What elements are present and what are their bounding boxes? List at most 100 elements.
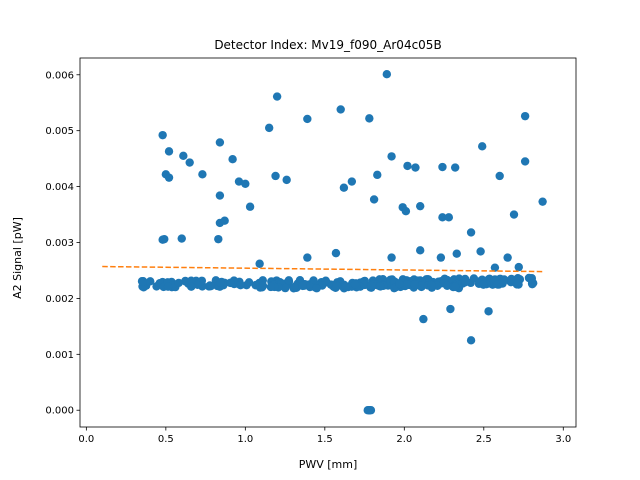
data-point xyxy=(255,259,264,268)
data-point xyxy=(258,281,268,291)
data-point xyxy=(498,277,508,286)
data-point xyxy=(158,235,167,244)
data-point xyxy=(376,282,385,291)
y-tick-label: 0.000 xyxy=(45,406,74,417)
data-point xyxy=(484,307,493,316)
data-point xyxy=(272,92,282,101)
data-point xyxy=(284,276,294,285)
data-point xyxy=(410,280,419,289)
chart-title: Detector Index: Mv19_f090_Ar04c05B xyxy=(214,38,441,52)
data-point xyxy=(281,283,290,293)
data-point xyxy=(264,123,274,133)
data-point xyxy=(490,263,500,272)
data-point xyxy=(241,179,250,188)
data-point xyxy=(332,282,341,291)
y-tick-label: 0.002 xyxy=(45,294,74,305)
data-point xyxy=(450,163,460,172)
data-point xyxy=(303,114,312,124)
data-point xyxy=(312,284,321,293)
data-point xyxy=(271,171,280,181)
data-point xyxy=(290,283,299,292)
data-point xyxy=(403,161,412,171)
data-point xyxy=(186,276,196,285)
data-point xyxy=(164,147,174,156)
x-tick-label: 1.5 xyxy=(317,434,333,445)
data-point xyxy=(436,253,446,262)
data-point xyxy=(226,278,235,288)
plot-area: 0.0 0.5 1.0 1.5 2.0 2.5 3.0 0.000 0.001 0.002 0.00… xyxy=(45,57,577,445)
y-tick-label: 0.006 xyxy=(45,70,74,81)
data-point xyxy=(215,138,225,147)
data-point xyxy=(366,406,376,415)
data-point xyxy=(216,278,225,287)
data-point xyxy=(163,282,173,291)
data-point xyxy=(244,278,254,287)
data-point xyxy=(214,234,223,244)
y-tick-label: 0.001 xyxy=(45,350,74,361)
data-point xyxy=(507,274,516,284)
data-point xyxy=(369,195,379,204)
data-point xyxy=(387,253,396,262)
data-point xyxy=(538,197,547,206)
data-point xyxy=(387,152,396,161)
data-point xyxy=(234,177,244,186)
data-point xyxy=(245,202,255,211)
fit-line xyxy=(102,265,543,273)
data-point xyxy=(520,111,530,121)
data-point xyxy=(401,206,411,216)
data-point xyxy=(193,280,202,290)
data-point xyxy=(198,170,207,179)
data-point xyxy=(365,114,374,123)
data-point xyxy=(416,246,425,255)
data-point xyxy=(187,282,196,291)
data-point xyxy=(164,173,174,182)
data-point xyxy=(341,282,350,291)
data-point xyxy=(527,279,537,288)
x-tick-label: 0.0 xyxy=(78,434,94,445)
data-point xyxy=(347,177,357,186)
data-point xyxy=(174,278,183,288)
data-point xyxy=(220,216,229,225)
data-point xyxy=(444,213,454,222)
data-point xyxy=(298,281,307,291)
x-tick-label: 2.0 xyxy=(396,434,412,445)
data-point xyxy=(367,281,376,290)
y-tick-label: 0.003 xyxy=(45,238,74,249)
data-point xyxy=(177,234,186,243)
data-point xyxy=(373,170,382,180)
data-point xyxy=(446,304,455,314)
data-point xyxy=(466,336,476,345)
data-point xyxy=(138,277,147,286)
data-point xyxy=(476,247,485,256)
data-point xyxy=(450,282,460,292)
y-axis-label: A2 Signal [pW] xyxy=(11,217,24,299)
data-point xyxy=(438,213,447,222)
data-point xyxy=(305,282,315,292)
data-point xyxy=(478,142,487,151)
data-point xyxy=(206,281,215,291)
data-point xyxy=(419,314,428,324)
data-point xyxy=(266,282,276,292)
data-point xyxy=(452,249,461,258)
data-point xyxy=(282,175,291,185)
data-point xyxy=(520,157,530,166)
data-point xyxy=(479,280,488,289)
data-point xyxy=(228,154,237,164)
x-axis-label: PWV [mm] xyxy=(299,458,358,471)
data-point xyxy=(416,281,426,290)
data-point xyxy=(514,262,523,272)
data-point xyxy=(427,281,436,290)
data-point xyxy=(503,253,512,262)
data-point xyxy=(438,162,447,172)
x-tick-label: 0.5 xyxy=(158,434,174,445)
data-point xyxy=(185,158,194,167)
data-point xyxy=(350,280,360,289)
data-point xyxy=(469,274,479,283)
data-point xyxy=(339,183,349,192)
data-point xyxy=(146,277,155,286)
x-tick-label: 1.0 xyxy=(237,434,253,445)
data-point xyxy=(236,281,245,290)
data-point xyxy=(215,191,225,200)
